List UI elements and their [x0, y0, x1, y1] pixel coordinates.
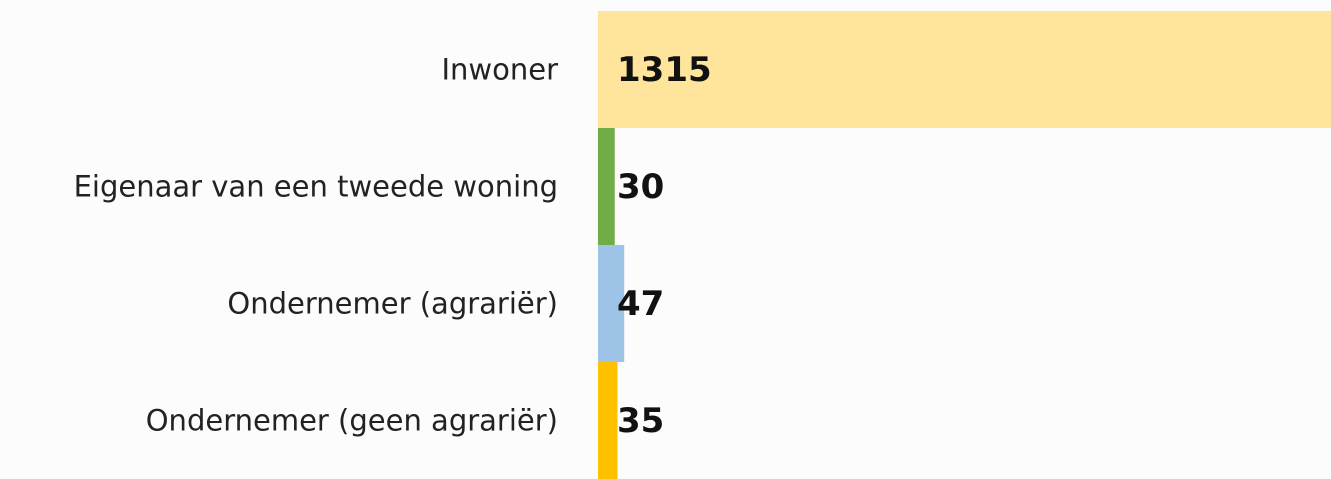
category-label: Ondernemer (agrariër)	[227, 287, 558, 321]
bar	[598, 11, 1331, 128]
value-label: 47	[617, 284, 664, 324]
category-label: Eigenaar van een tweede woning	[74, 170, 558, 204]
value-label: 1315	[617, 50, 712, 90]
category-label: Ondernemer (geen agrariër)	[146, 404, 558, 438]
category-label: Inwoner	[441, 53, 558, 87]
bar	[598, 128, 615, 245]
value-label: 35	[617, 401, 664, 441]
value-label: 30	[617, 167, 664, 207]
bar	[598, 245, 625, 362]
bar	[598, 362, 618, 479]
